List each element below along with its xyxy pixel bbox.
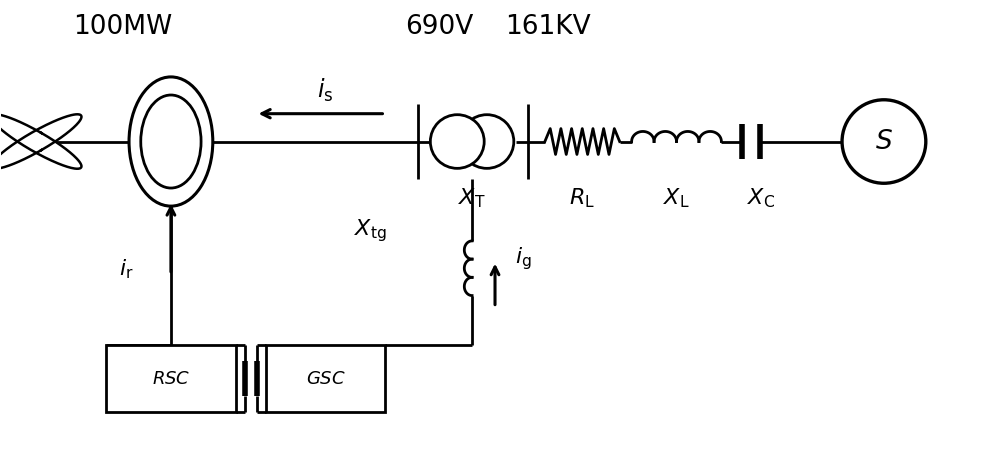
Text: $GSC$: $GSC$ xyxy=(306,369,345,387)
Text: $X_{\mathrm{C}}$: $X_{\mathrm{C}}$ xyxy=(747,186,775,210)
Ellipse shape xyxy=(129,77,213,206)
Text: 100MW: 100MW xyxy=(73,14,172,40)
Text: 690V: 690V xyxy=(405,14,474,40)
Text: $X_{\mathrm{T}}$: $X_{\mathrm{T}}$ xyxy=(458,186,486,210)
Text: $S$: $S$ xyxy=(875,129,893,154)
Text: $X_{\mathrm{L}}$: $X_{\mathrm{L}}$ xyxy=(663,186,690,210)
Circle shape xyxy=(460,115,514,168)
Text: $i_{\mathrm{g}}$: $i_{\mathrm{g}}$ xyxy=(515,245,532,272)
Text: $i_{\mathrm{r}}$: $i_{\mathrm{r}}$ xyxy=(119,257,133,281)
Text: $RSC$: $RSC$ xyxy=(152,369,190,387)
Text: 161KV: 161KV xyxy=(505,14,591,40)
Polygon shape xyxy=(0,114,81,169)
Text: $X_{\mathrm{tg}}$: $X_{\mathrm{tg}}$ xyxy=(354,217,387,244)
Circle shape xyxy=(842,100,926,183)
Polygon shape xyxy=(0,114,81,169)
Text: $R_{\mathrm{L}}$: $R_{\mathrm{L}}$ xyxy=(569,186,595,210)
Ellipse shape xyxy=(141,95,201,188)
Bar xyxy=(106,345,236,412)
Circle shape xyxy=(430,115,484,168)
Bar xyxy=(266,345,385,412)
Text: $i_{\mathrm{s}}$: $i_{\mathrm{s}}$ xyxy=(317,77,334,104)
